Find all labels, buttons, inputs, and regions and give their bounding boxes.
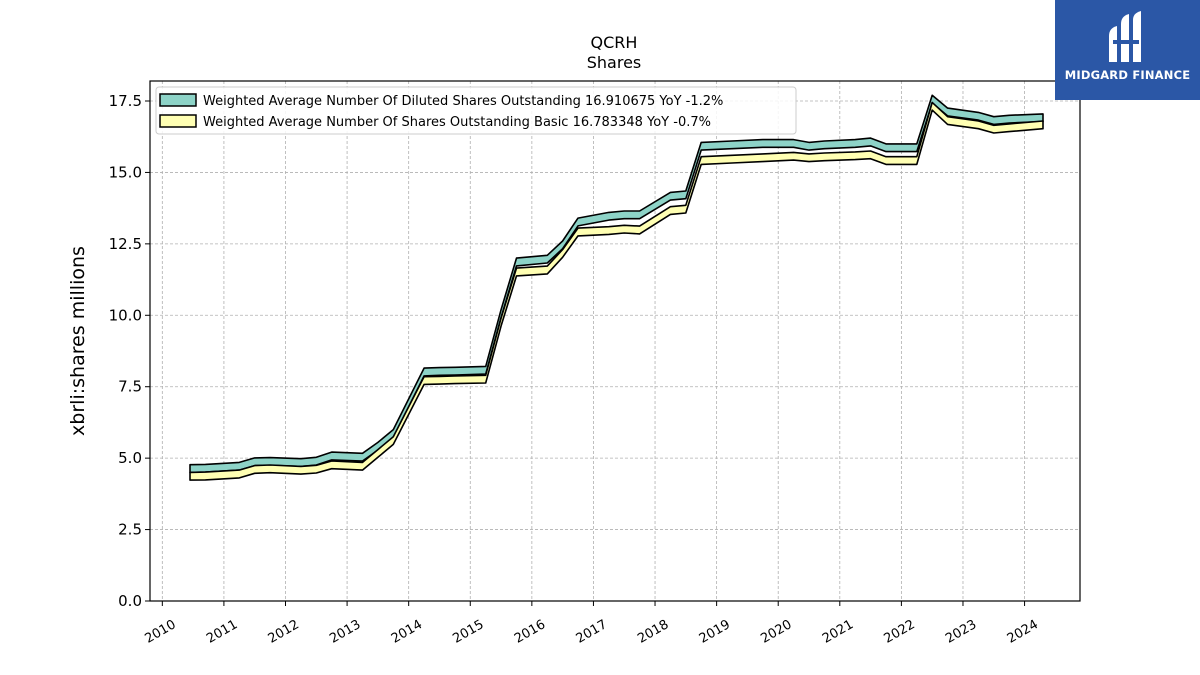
x-tick-label: 2013 <box>327 617 363 647</box>
series-area-1 <box>189 101 1044 481</box>
y-axis-label: xbrli:shares millions <box>67 246 89 436</box>
y-tick-label: 7.5 <box>118 378 142 396</box>
brand-name: MIDGARD FINANCE <box>1064 68 1191 82</box>
y-tick-label: 17.5 <box>109 92 142 110</box>
chart-title: QCRH <box>591 33 638 52</box>
x-tick-label: 2024 <box>1005 617 1041 647</box>
legend: Weighted Average Number Of Diluted Share… <box>155 86 797 135</box>
y-tick-label: 10.0 <box>109 306 142 324</box>
y-tick-label: 12.5 <box>109 235 142 253</box>
chart-subtitle: Shares <box>587 53 642 72</box>
x-tick-label: 2019 <box>697 617 733 647</box>
x-tick-label: 2018 <box>635 617 671 647</box>
midgard-finance-logo: MIDGARD FINANCE <box>1055 0 1200 100</box>
plot-frame <box>149 80 1081 602</box>
x-tick-label: 2017 <box>574 617 610 647</box>
y-axis-ticks: 0.0 2.5 5.0 7.5 10.0 12.5 15.0 17.5 <box>109 92 150 610</box>
series-areas <box>189 94 1044 481</box>
x-tick-label: 2016 <box>512 617 548 647</box>
x-tick-label: 2014 <box>389 617 425 647</box>
x-tick-label: 2020 <box>758 617 794 647</box>
x-tick-label: 2021 <box>820 617 856 647</box>
x-tick-label: 2015 <box>450 617 486 647</box>
y-tick-label: 0.0 <box>118 592 142 610</box>
legend-label-basic: Weighted Average Number Of Shares Outsta… <box>203 115 711 130</box>
x-tick-label: 2023 <box>943 617 979 647</box>
series-area-0 <box>189 94 1044 474</box>
grid-lines <box>150 81 1080 602</box>
legend-swatch-diluted <box>159 93 197 107</box>
x-tick-label: 2011 <box>204 617 240 647</box>
legend-swatch-basic <box>159 114 197 128</box>
x-tick-label: 2012 <box>266 617 302 647</box>
x-tick-label: 2010 <box>142 617 178 647</box>
midgard-logo-icon <box>1109 11 1141 62</box>
x-tick-label: 2022 <box>882 617 918 647</box>
y-tick-label: 15.0 <box>109 163 142 181</box>
x-axis-ticks: 2010 2011 2012 2013 2014 2015 2016 2017 2018 2019… <box>142 601 1041 647</box>
legend-box <box>155 86 797 135</box>
y-tick-label: 2.5 <box>118 521 142 539</box>
legend-label-diluted: Weighted Average Number Of Diluted Share… <box>203 94 723 109</box>
y-tick-label: 5.0 <box>118 449 142 467</box>
